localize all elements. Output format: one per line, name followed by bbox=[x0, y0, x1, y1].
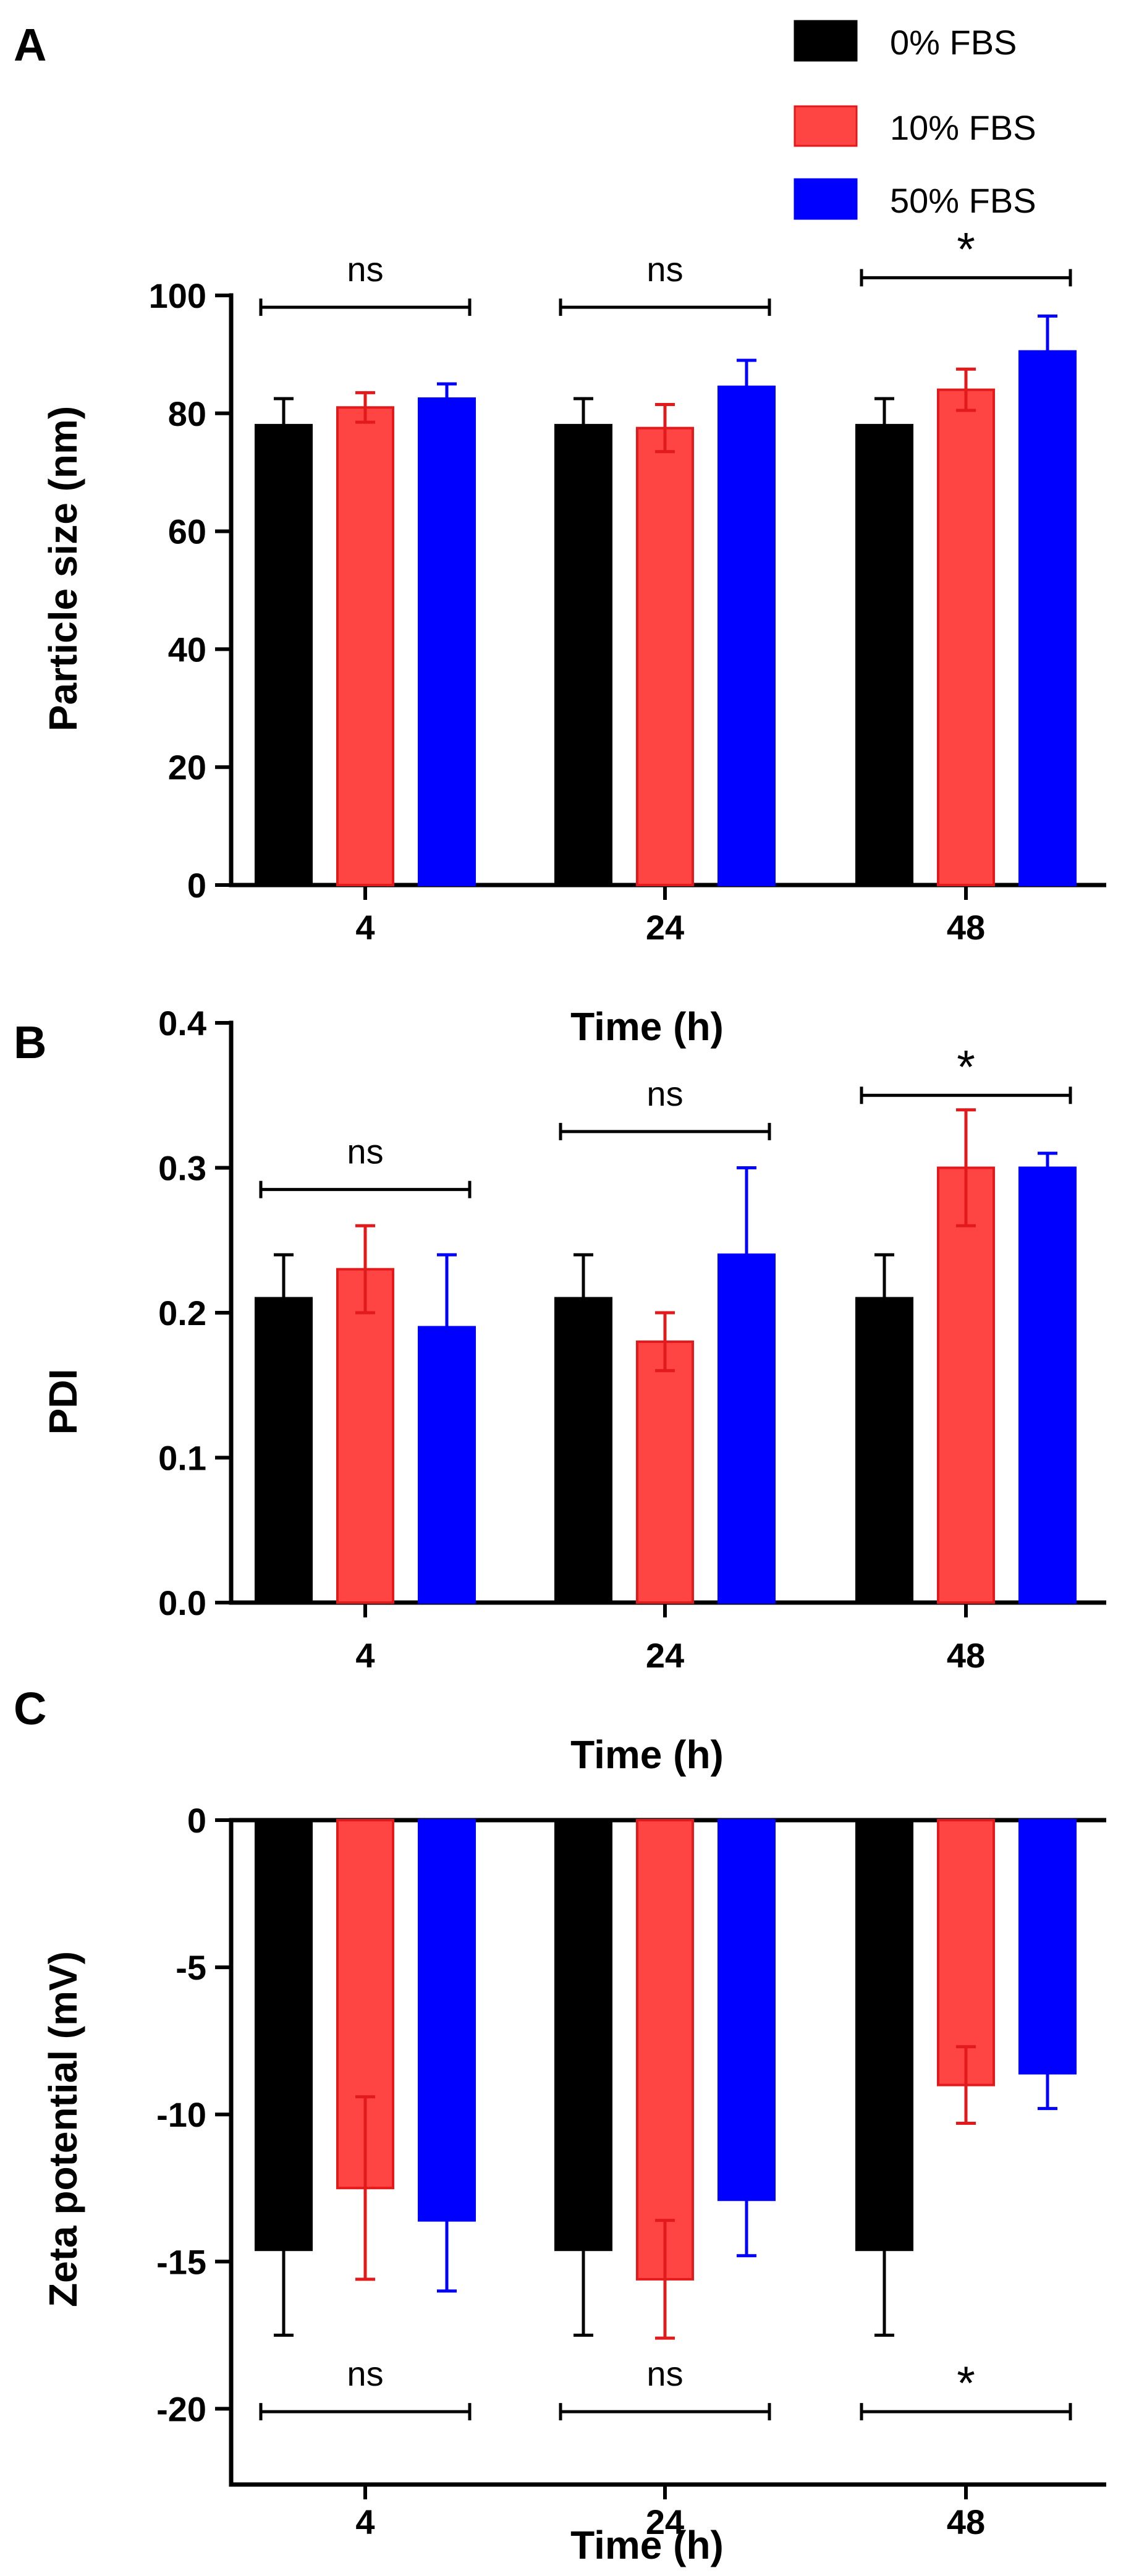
panel-c-y-axis-title: Zeta potential (mV) bbox=[41, 1951, 85, 2307]
panel-b-x-axis-title: Time (h) bbox=[570, 1732, 724, 1777]
panel-b-bar-fbs10 bbox=[336, 1268, 394, 1604]
panel-a-y-tick-label: 20 bbox=[168, 748, 206, 787]
legend-swatch-fbs10 bbox=[794, 105, 858, 147]
panel-letter-b: B bbox=[14, 1017, 46, 1068]
panel-b-bar-fbs0 bbox=[255, 1297, 313, 1604]
panel-c-bar-fbs10 bbox=[636, 1819, 694, 2281]
panel-a-y-tick-label: 80 bbox=[168, 394, 206, 433]
panel-b-bar-fbs50 bbox=[1018, 1166, 1077, 1604]
panel-b-y-axis-title: PDI bbox=[41, 1369, 85, 1435]
panel-c-y-tick-label: -20 bbox=[156, 2389, 206, 2428]
panel-c-x-tick-label: 48 bbox=[947, 2502, 985, 2541]
panel-a-bar-fbs50 bbox=[418, 397, 476, 886]
panel-a-y-axis-title: Particle size (nm) bbox=[41, 406, 85, 731]
legend-item-fbs0: 0% FBS bbox=[794, 20, 1017, 62]
panel-a-bar-fbs10 bbox=[636, 426, 694, 886]
panel-c-bar-fbs50 bbox=[1018, 1819, 1077, 2075]
panel-a-bar-fbs0 bbox=[255, 423, 313, 886]
panel-a-x-tick-label: 24 bbox=[646, 908, 684, 947]
panel-b-bar-fbs10 bbox=[937, 1166, 995, 1604]
panel-c-bar-fbs10 bbox=[937, 1819, 995, 2087]
panel-c-sig-label: ns bbox=[347, 2354, 383, 2393]
panel-a-bar-fbs10 bbox=[336, 406, 394, 886]
panel-a-sig-label: * bbox=[957, 223, 975, 276]
legend-label-fbs0: 0% FBS bbox=[890, 23, 1017, 62]
panel-a-bar-fbs50 bbox=[1018, 350, 1077, 886]
panel-b-bar-fbs10 bbox=[636, 1340, 694, 1604]
panel-c-x-axis-title: Time (h) bbox=[570, 2523, 724, 2567]
panel-b-bar-fbs0 bbox=[855, 1297, 913, 1604]
panel-b-sig-label: ns bbox=[347, 1132, 383, 1171]
panel-b: PDI Time (h) 0.0 0.1 0.2 0.3 0.4 4 24 48 ns ns * bbox=[41, 1004, 1106, 1777]
legend-item-fbs10: 10% FBS bbox=[794, 105, 1036, 147]
panel-c-y-tick-label: -15 bbox=[156, 2242, 206, 2281]
panel-a-y-tick-label: 60 bbox=[168, 512, 206, 551]
panel-b-y-tick-label: 0.3 bbox=[158, 1149, 206, 1188]
panel-b-x-tick-label: 48 bbox=[947, 1636, 985, 1675]
panel-b-plot: 0.0 0.1 0.2 0.3 0.4 4 24 48 ns ns * bbox=[158, 1004, 1106, 1675]
panel-a-plot: 0 20 40 60 80 100 4 24 48 ns ns * bbox=[149, 223, 1106, 947]
panel-a-sig-label: ns bbox=[347, 250, 383, 289]
panel-c-bar-fbs0 bbox=[855, 1819, 913, 2252]
panel-letter-c: C bbox=[14, 1683, 46, 1734]
panel-a-x-axis-title: Time (h) bbox=[570, 1004, 724, 1049]
legend-label-fbs50: 50% FBS bbox=[890, 181, 1036, 220]
panel-c-bar-fbs0 bbox=[255, 1819, 313, 2252]
panel-a: Particle size (nm) Time (h) 0 20 40 60 80 100… bbox=[41, 223, 1106, 1049]
panel-a-bar-fbs10 bbox=[937, 388, 995, 886]
panel-b-y-tick-label: 0.2 bbox=[158, 1294, 206, 1332]
panel-a-y-tick-label: 0 bbox=[187, 866, 206, 905]
panel-c-x-tick-label: 4 bbox=[355, 2502, 375, 2541]
panel-a-y-tick-label: 40 bbox=[168, 630, 206, 669]
panel-a-y-tick-label: 100 bbox=[149, 276, 206, 315]
panel-a-bar-fbs0 bbox=[554, 423, 612, 886]
legend-swatch-fbs50 bbox=[794, 178, 858, 220]
panel-b-y-tick-label: 0.4 bbox=[158, 1004, 206, 1043]
panel-c: Zeta potential (mV) Time (h) 0 -5 -10 -15 -2… bbox=[41, 1801, 1106, 2567]
panel-b-y-tick-label: 0.0 bbox=[158, 1583, 206, 1622]
legend-item-fbs50: 50% FBS bbox=[794, 178, 1036, 220]
panel-b-x-tick-label: 4 bbox=[355, 1636, 375, 1675]
panel-c-y-tick-label: -10 bbox=[156, 2095, 206, 2134]
panel-b-y-tick-label: 0.1 bbox=[158, 1439, 206, 1478]
legend-label-fbs10: 10% FBS bbox=[890, 108, 1036, 147]
panel-a-x-tick-label: 4 bbox=[355, 908, 375, 947]
panel-b-sig-label: * bbox=[957, 1041, 975, 1093]
panel-c-y-tick-label: -5 bbox=[176, 1948, 206, 1987]
panel-b-x-tick-label: 24 bbox=[646, 1636, 684, 1675]
panel-a-bar-fbs0 bbox=[855, 423, 913, 886]
panel-c-sig-label: * bbox=[957, 2357, 975, 2410]
panel-c-bar-fbs0 bbox=[554, 1819, 612, 2252]
panel-b-sig-label: ns bbox=[646, 1074, 683, 1113]
panel-c-y-tick-label: 0 bbox=[187, 1801, 206, 1840]
legend-swatch-fbs0 bbox=[794, 20, 858, 62]
panel-a-x-tick-label: 48 bbox=[947, 908, 985, 947]
panel-c-sig-label: ns bbox=[646, 2354, 683, 2393]
legend: 0% FBS 10% FBS 50% FBS bbox=[794, 20, 1036, 220]
panel-a-sig-label: ns bbox=[646, 250, 683, 289]
panel-c-bar-fbs50 bbox=[718, 1819, 776, 2201]
panel-b-bar-fbs0 bbox=[554, 1297, 612, 1604]
panel-c-x-tick-label: 24 bbox=[646, 2502, 684, 2541]
panel-letter-a: A bbox=[14, 19, 46, 70]
panel-a-bar-fbs50 bbox=[718, 385, 776, 886]
panel-c-plot: 0 -5 -10 -15 -20 4 24 48 ns ns * bbox=[156, 1801, 1106, 2541]
